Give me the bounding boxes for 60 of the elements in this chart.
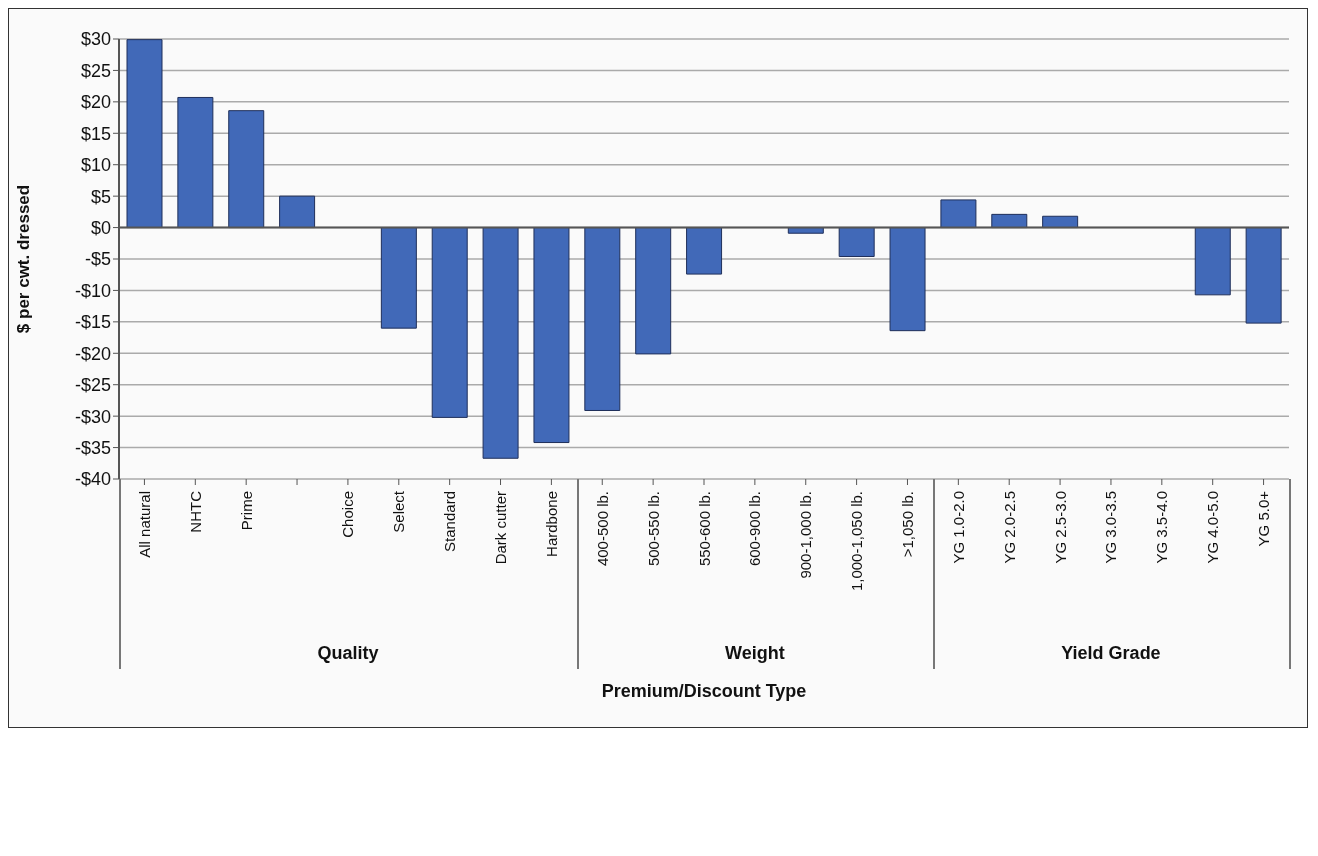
- y-tick-label: $10: [80, 155, 111, 176]
- y-tick-label: $20: [80, 92, 111, 113]
- bar: [279, 195, 316, 229]
- y-tick-label: $15: [80, 123, 111, 144]
- x-tick-label: >1,050 lb.: [898, 491, 916, 558]
- x-tick-label: YG 3.0-3.5: [1102, 491, 1120, 564]
- y-tick-label: $30: [80, 29, 111, 50]
- bar: [889, 227, 926, 332]
- y-axis-title: $ per cwt. dressed: [14, 184, 34, 334]
- x-tick-label: 500-550 lb.: [644, 491, 662, 567]
- bar: [635, 227, 672, 355]
- x-tick-label: Standard: [441, 491, 459, 552]
- y-tick-label: -$35: [74, 437, 111, 458]
- bar: [940, 199, 977, 229]
- y-tick-label: -$15: [74, 312, 111, 333]
- x-tick-label: Prime: [237, 491, 255, 531]
- x-tick-label: YG 5.0+: [1255, 490, 1273, 547]
- bar: [838, 227, 875, 257]
- y-tick-label: -$25: [74, 375, 111, 396]
- x-tick-label: Dark cutter: [492, 491, 510, 565]
- bar: [126, 39, 163, 229]
- y-tick-label: -$30: [74, 406, 111, 427]
- x-tick-label: YG 2.5-3.0: [1051, 491, 1069, 564]
- x-tick-label: 900-1,000 lb.: [797, 491, 815, 579]
- bar: [584, 227, 621, 411]
- x-tick-label: All natural: [135, 491, 153, 558]
- y-tick-label: -$10: [74, 280, 111, 301]
- y-tick-label: -$40: [74, 469, 111, 490]
- bar: [991, 213, 1028, 229]
- text: Weight: [724, 643, 786, 664]
- text: Quality: [316, 643, 380, 664]
- x-tick-label: NHTC: [186, 490, 204, 533]
- x-tick-label: 550-600 lb.: [695, 491, 713, 567]
- bar: [431, 227, 468, 418]
- x-tick-label: 400-500 lb.: [593, 491, 611, 567]
- bar: [1194, 227, 1231, 296]
- x-axis-title: Premium/Discount Type: [600, 681, 808, 702]
- bar: [1245, 227, 1282, 324]
- bar: [482, 227, 519, 459]
- x-tick-label: Hardbone: [542, 491, 560, 557]
- bar: [533, 227, 570, 444]
- x-tick-label: Select: [390, 490, 408, 533]
- bar: [686, 227, 723, 275]
- y-tick-label: -$20: [74, 343, 111, 364]
- x-tick-label: 600-900 lb.: [746, 491, 764, 567]
- bar: [1042, 215, 1079, 229]
- y-tick-label: -$5: [84, 249, 111, 270]
- bar: [177, 96, 214, 229]
- bar: [380, 227, 417, 329]
- y-tick-label: $5: [90, 186, 111, 207]
- y-tick-label: $0: [90, 217, 111, 238]
- x-tick-label: Choice: [339, 491, 357, 538]
- x-tick-label: YG 3.5-4.0: [1153, 491, 1171, 564]
- x-tick-label: 1,000-1,050 lb.: [848, 491, 866, 592]
- bar: [228, 110, 265, 229]
- text: Yield Grade: [1060, 643, 1162, 664]
- x-tick-label: YG 2.0-2.5: [1000, 491, 1018, 564]
- x-tick-label: YG 1.0-2.0: [949, 491, 967, 564]
- y-tick-label: $25: [80, 60, 111, 81]
- x-tick-label: YG 4.0-5.0: [1204, 491, 1222, 564]
